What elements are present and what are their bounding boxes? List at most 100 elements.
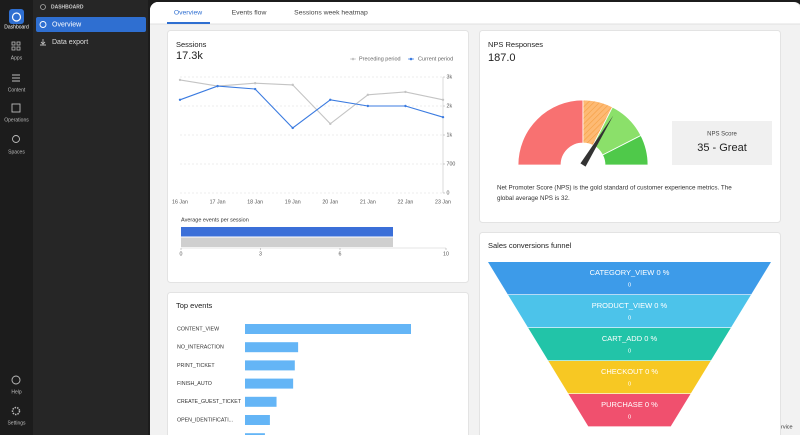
tab[interactable]: Sessions week heatmap xyxy=(294,9,368,16)
stage-label: PURCHASE 0 % xyxy=(601,400,658,409)
help-glyph xyxy=(11,375,21,385)
x-tick-label: 16 Jan xyxy=(172,199,188,205)
data-point xyxy=(178,78,182,82)
data-point xyxy=(366,93,370,97)
bar xyxy=(245,433,265,435)
series-line xyxy=(179,79,444,125)
data-point xyxy=(253,87,257,91)
funnel-stage xyxy=(528,328,731,361)
card-title: Sales conversions funnel xyxy=(488,241,572,250)
category-label: NO_INTERACTION xyxy=(177,345,224,351)
score-value: 35 - Great xyxy=(697,142,747,154)
x-tick-label: 0 xyxy=(180,251,183,257)
apps-glyph xyxy=(16,46,21,51)
active-tab-underline xyxy=(167,22,210,24)
data-point xyxy=(329,122,332,126)
bar xyxy=(245,360,295,371)
sidebar xyxy=(33,0,148,435)
x-tick-label: 20 Jan xyxy=(322,199,338,205)
stage-count: 0 xyxy=(628,282,631,288)
x-tick-label: 10 xyxy=(443,251,449,257)
stage-name: CHECKOUT xyxy=(601,367,644,376)
stage-count: 0 xyxy=(628,315,631,321)
data-point xyxy=(404,90,407,94)
funnel-stage xyxy=(568,394,691,427)
rail-item[interactable]: Help xyxy=(11,389,22,395)
stage-percent: 0 % xyxy=(644,334,657,343)
rail-item[interactable]: Operations xyxy=(4,117,29,123)
sidebar-item[interactable]: Data export xyxy=(52,39,88,46)
gauge-band xyxy=(602,134,649,166)
export-icon xyxy=(40,39,46,46)
score-title: NPS Score xyxy=(707,132,737,138)
stage-count: 0 xyxy=(628,348,631,354)
stage-percent: 0 % xyxy=(656,268,669,277)
rail-item[interactable]: Spaces xyxy=(8,149,25,155)
apps-glyph xyxy=(11,46,16,51)
bar xyxy=(245,415,270,425)
x-tick-label: 19 Jan xyxy=(285,199,301,205)
y-tick-label: 0 xyxy=(447,190,450,196)
data-point xyxy=(178,98,182,101)
rail-item[interactable]: Settings xyxy=(7,420,26,426)
stage-count: 0 xyxy=(628,414,631,420)
x-tick-label: 23 Jan xyxy=(435,199,451,205)
stage-label: CART_ADD 0 % xyxy=(602,334,658,343)
y-tick-label: 1k xyxy=(447,132,453,138)
stage-name: PRODUCT_VIEW xyxy=(592,301,653,310)
stage-label: PRODUCT_VIEW 0 % xyxy=(592,301,668,310)
rail-item[interactable]: Apps xyxy=(11,55,23,61)
bar xyxy=(245,324,411,334)
subchart-title: Average events per session xyxy=(181,217,249,223)
overview-icon xyxy=(39,21,47,28)
apps-glyph xyxy=(11,41,16,46)
bar xyxy=(181,227,393,237)
stage-name: CATEGORY_VIEW xyxy=(590,268,656,277)
content-glyph xyxy=(12,74,20,82)
legend-label: Preceding period xyxy=(359,56,401,62)
stage-percent: 0 % xyxy=(654,301,667,310)
sidebar-heading: DASHBOARD xyxy=(51,4,84,10)
rail-active-icon[interactable] xyxy=(9,9,24,24)
footer-fragment: rvice xyxy=(781,424,793,430)
x-tick-label: 6 xyxy=(339,251,342,257)
data-point xyxy=(441,98,445,101)
tab-bar xyxy=(150,2,800,24)
sidebar-item[interactable]: Overview xyxy=(52,21,82,28)
sidebar-active-item[interactable] xyxy=(36,17,146,32)
description: Net Promoter Score (NPS) is the gold sta… xyxy=(497,185,732,192)
bar xyxy=(245,342,299,353)
x-tick-label: 17 Jan xyxy=(210,199,226,205)
tab[interactable]: Overview xyxy=(174,9,202,16)
y-tick-label: 2k xyxy=(447,103,453,109)
sidebar-heading-icon xyxy=(40,4,46,10)
stage-count: 0 xyxy=(628,381,631,387)
card-title: Top events xyxy=(176,301,213,310)
stage-label: CATEGORY_VIEW 0 % xyxy=(590,268,670,277)
data-point xyxy=(366,104,370,108)
gauge-band xyxy=(517,99,584,166)
x-tick-label: 22 Jan xyxy=(397,199,413,205)
spaces-glyph xyxy=(12,135,20,143)
card-title: NPS Responses xyxy=(488,40,543,49)
main-content: Overview Events flow Sessions week heatmap… xyxy=(150,2,800,435)
x-tick-label: 18 Jan xyxy=(247,199,263,205)
stage-label: CHECKOUT 0 % xyxy=(601,367,658,376)
series-line xyxy=(179,85,444,129)
gauge-needle xyxy=(580,115,614,167)
funnel-stage xyxy=(488,262,771,295)
bar xyxy=(245,378,294,389)
stage-percent: 0 % xyxy=(645,400,658,409)
card-total: 17.3k xyxy=(176,50,203,62)
nps-score-box xyxy=(672,121,772,165)
category-label: FINISH_AUTO xyxy=(177,381,212,387)
dashboard-glyph xyxy=(11,12,22,22)
category-label: CREATE_GUEST_TICKET xyxy=(177,399,242,405)
rail-item[interactable]: Dashboard xyxy=(4,24,29,30)
settings-glyph xyxy=(11,406,21,416)
legend-swatch xyxy=(409,57,413,61)
tab[interactable]: Events flow xyxy=(232,9,267,16)
data-point xyxy=(404,104,407,108)
rail-item[interactable]: Content xyxy=(8,87,26,93)
